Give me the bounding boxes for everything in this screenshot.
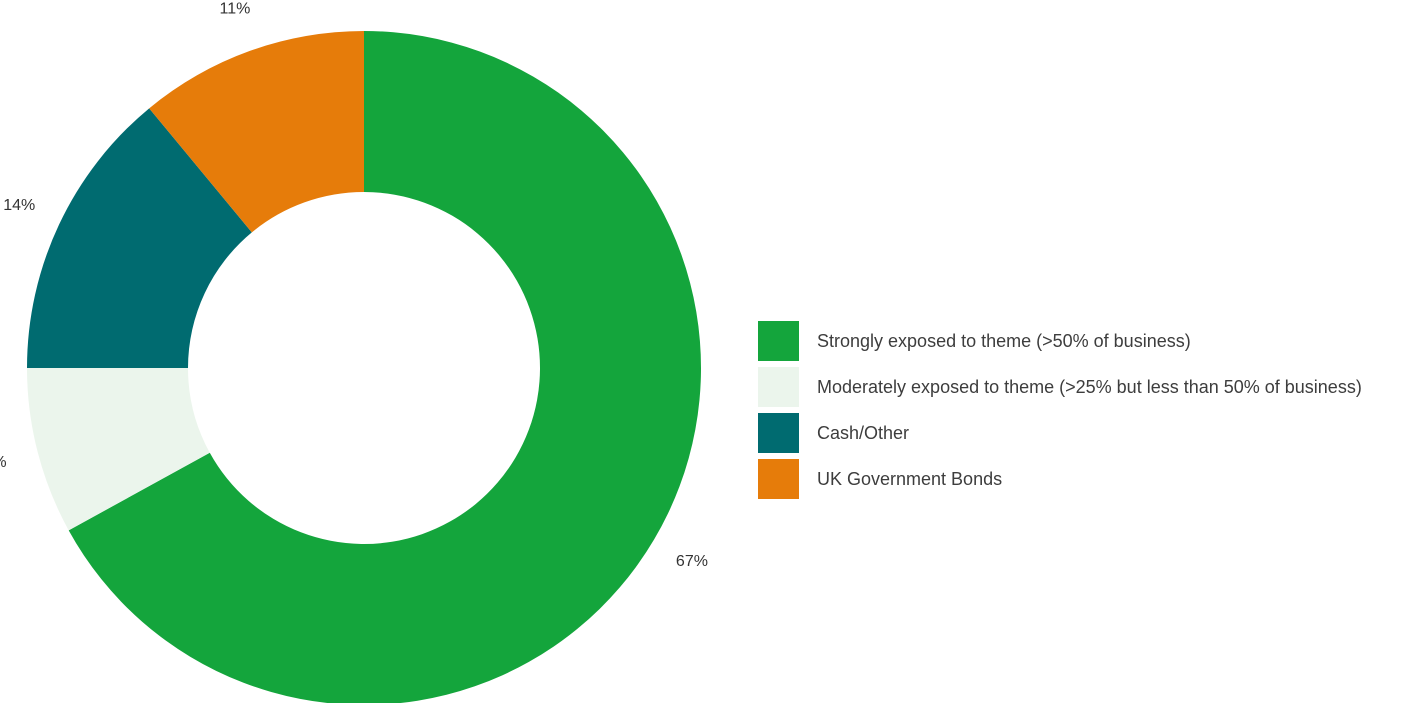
legend-swatch: [758, 459, 799, 499]
slices-layer: [27, 30, 701, 703]
legend-label: Cash/Other: [817, 422, 910, 443]
legend-item-strongly-exposed: Strongly exposed to theme (>50% of busin…: [758, 318, 1398, 364]
value-label-cash-other: 14%: [3, 197, 35, 214]
slice-uk-government-bonds: [149, 30, 364, 233]
legend-swatch: [758, 367, 799, 407]
legend-item-moderately-exposed: Moderately exposed to theme (>25% but le…: [758, 364, 1398, 410]
legend-label: Strongly exposed to theme (>50% of busin…: [817, 330, 1191, 351]
value-label-strongly-exposed: 67%: [676, 553, 708, 570]
value-label-moderately-exposed: 8%: [0, 454, 7, 471]
value-label-uk-government-bonds: 11%: [220, 1, 251, 18]
value-labels-layer: 67% 8% 14% 11%: [0, 1, 708, 570]
slice-strongly-exposed: [68, 31, 701, 703]
legend-item-uk-government-bonds: UK Government Bonds: [758, 456, 1398, 502]
legend-item-cash-other: Cash/Other: [758, 410, 1398, 456]
legend-swatch: [758, 413, 799, 453]
slice-moderately-exposed: [27, 368, 210, 531]
legend-label: Moderately exposed to theme (>25% but le…: [817, 376, 1362, 397]
legend-swatch: [758, 321, 799, 361]
legend-label: UK Government Bonds: [817, 468, 1003, 489]
slice-cash-other: [27, 108, 252, 368]
chart-legend: Strongly exposed to theme (>50% of busin…: [758, 318, 1398, 502]
